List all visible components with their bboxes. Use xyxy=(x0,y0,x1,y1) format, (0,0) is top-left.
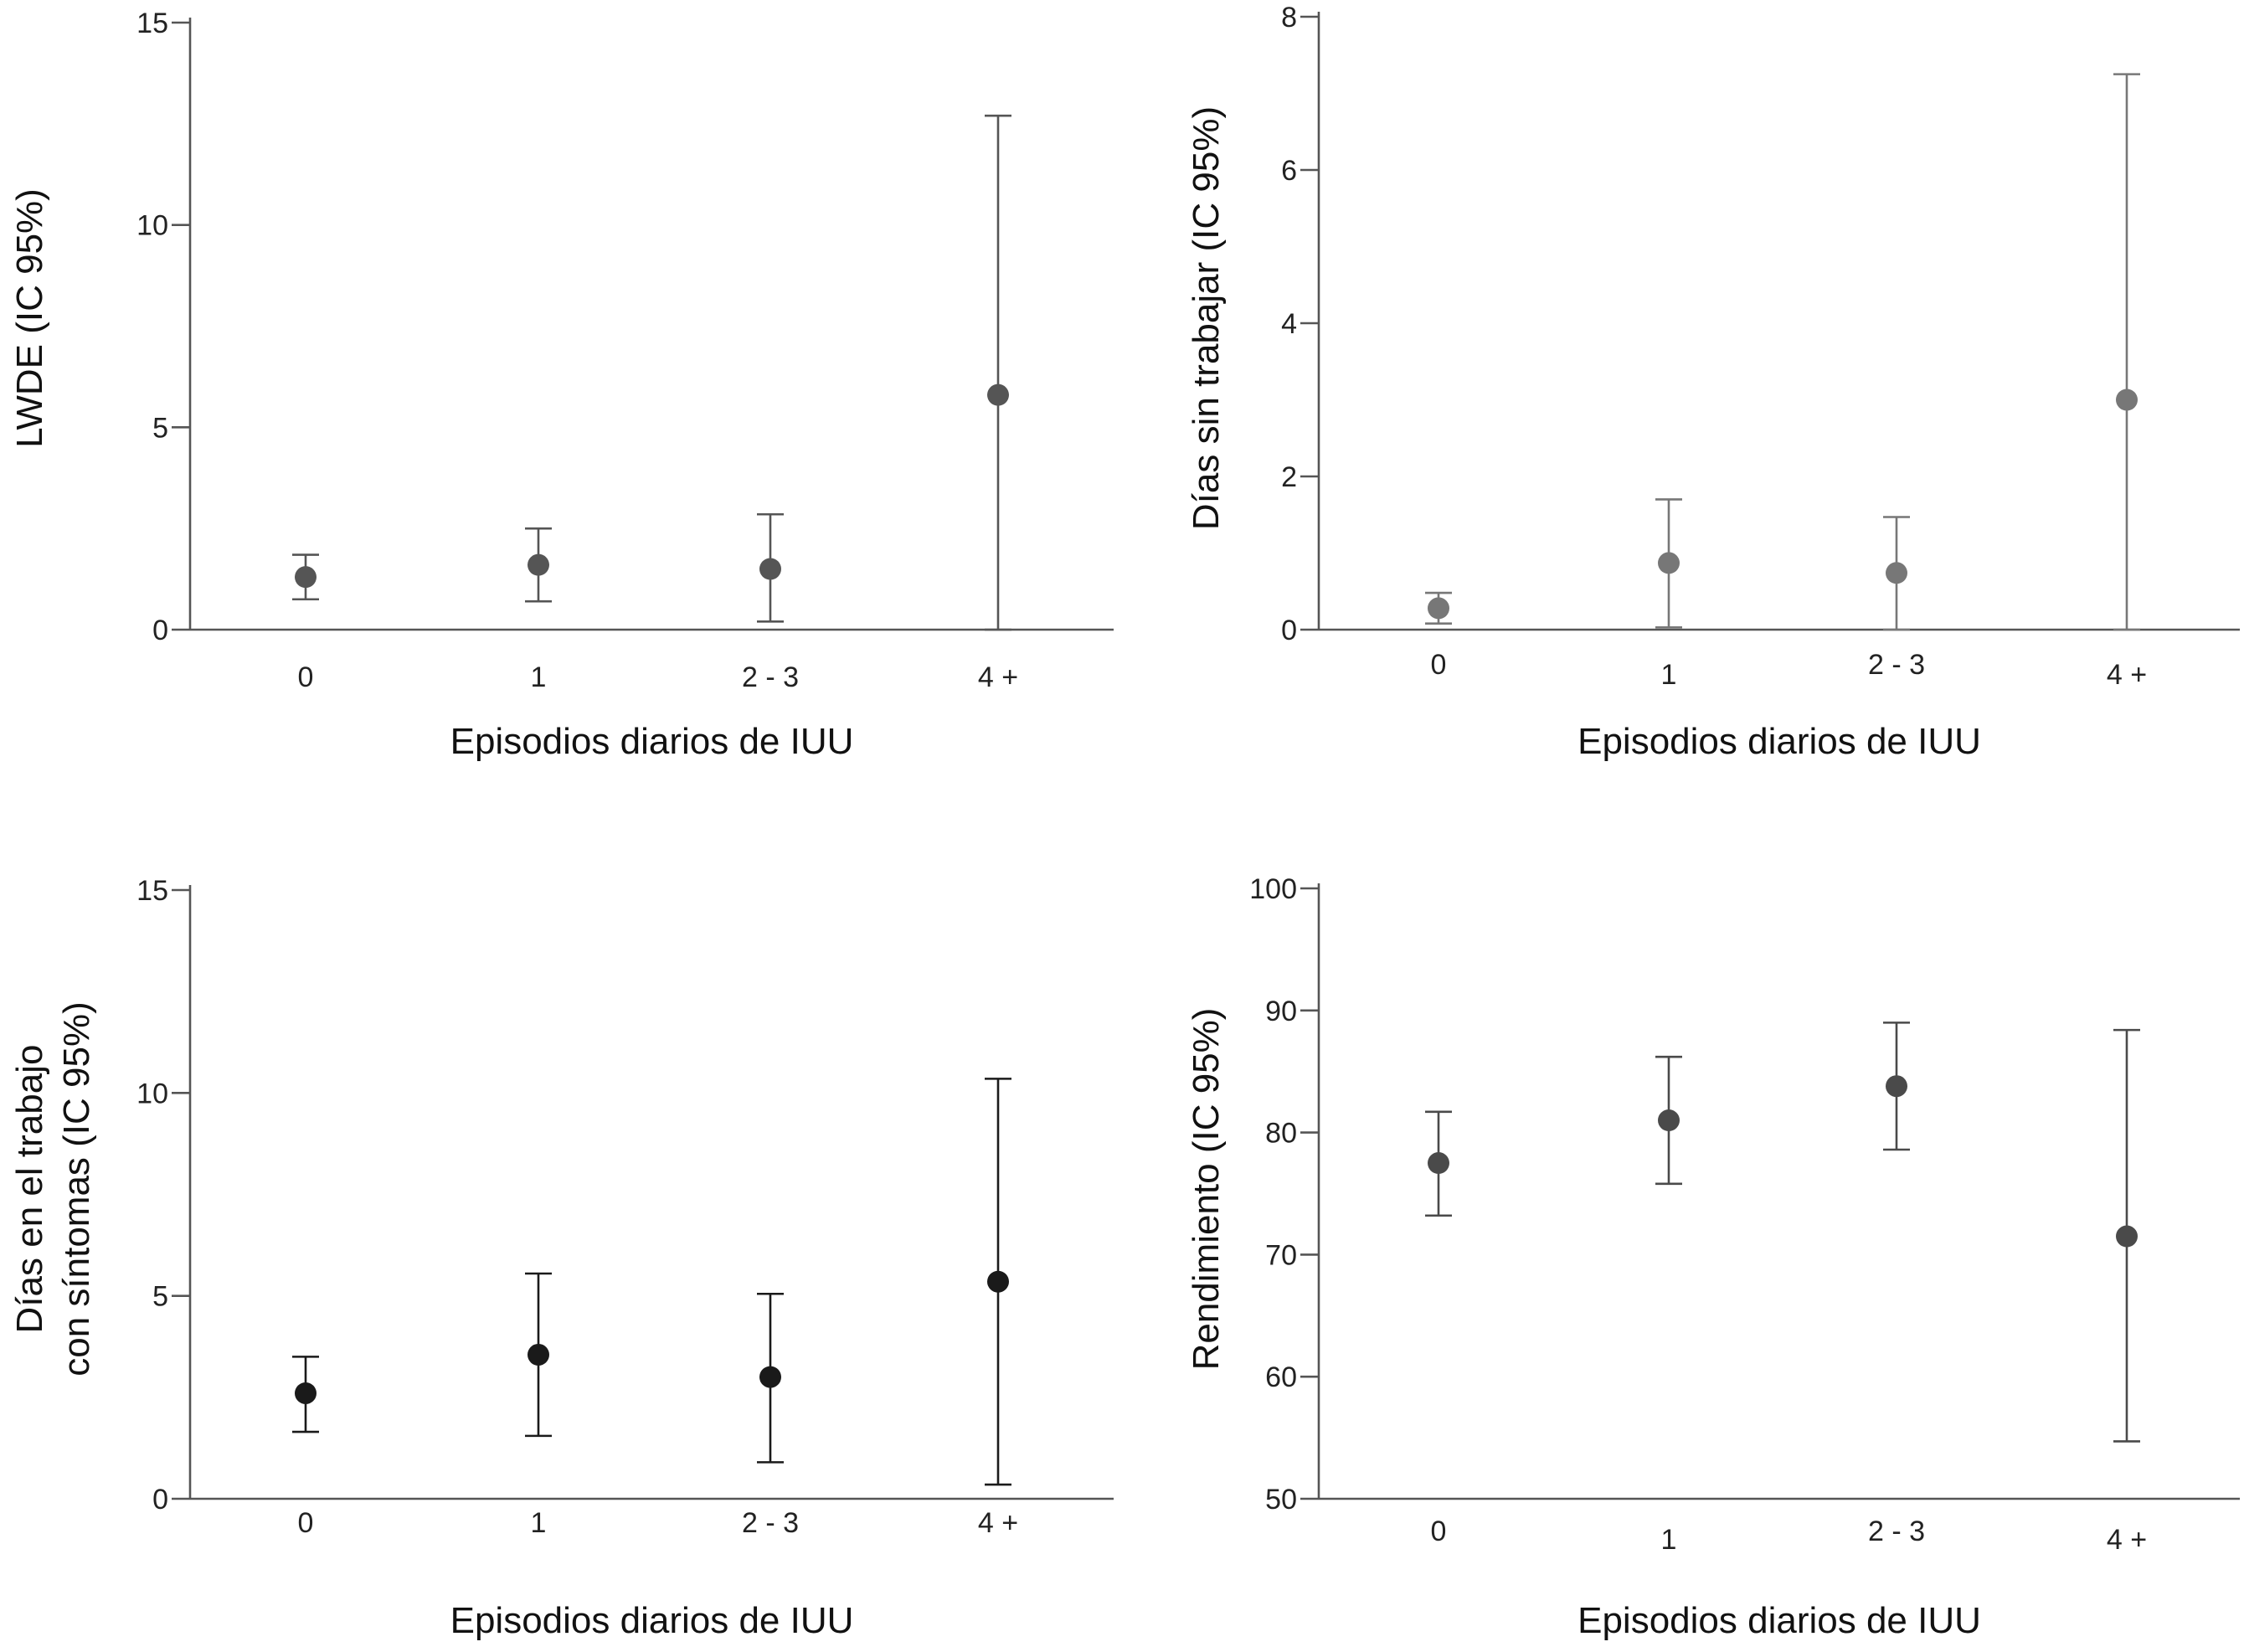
y-tick-label: 2 xyxy=(1281,461,1297,493)
y-tick-label: 100 xyxy=(1249,873,1297,905)
y-tick-label: 70 xyxy=(1265,1239,1297,1271)
x-tick-label: 4 + xyxy=(2107,1524,2147,1556)
y-tick-label: 10 xyxy=(136,1078,168,1109)
y-tick-label: 5 xyxy=(152,1281,168,1313)
y-tick-label: 4 xyxy=(1281,308,1297,340)
data-point xyxy=(528,1343,549,1366)
x-tick-label: 4 + xyxy=(978,1507,1018,1539)
y-axis-title: LWDE (IC 95%) xyxy=(9,188,50,448)
x-tick-label: 2 - 3 xyxy=(742,1507,799,1539)
y-tick-label: 15 xyxy=(136,8,168,39)
y-tick-label: 0 xyxy=(1281,615,1297,646)
data-point xyxy=(987,1270,1009,1293)
y-tick-label: 6 xyxy=(1281,155,1297,187)
x-tick-label: 1 xyxy=(1661,659,1677,691)
y-axis-title: Días en el trabajo xyxy=(9,1045,50,1334)
y-tick-label: 15 xyxy=(136,875,168,907)
y-tick-label: 5 xyxy=(152,412,168,444)
y-tick-label: 60 xyxy=(1265,1361,1297,1393)
x-tick-label: 1 xyxy=(531,1507,547,1539)
data-point xyxy=(1428,597,1449,620)
chart-panel-2: 0 2 4 6 8 0 1 2 - 3 4 + Episodios diarios de IUU D… xyxy=(1186,2,2240,762)
data-point xyxy=(987,383,1009,406)
x-tick-label: 1 xyxy=(531,661,547,693)
chart-panel-3: 0 5 10 15 0 1 2 - 3 4 + Episodios diarios de IUU… xyxy=(9,875,1114,1641)
y-tick-label: 10 xyxy=(136,210,168,242)
x-axis-title: Episodios diarios de IUU xyxy=(1577,721,1981,762)
y-tick-label: 0 xyxy=(152,1484,168,1516)
data-point xyxy=(1658,552,1680,574)
x-tick-label: 0 xyxy=(1431,649,1447,681)
chart-panel-1: 0 5 10 15 0 1 2 - 3 4 + Episodios diarios de IUU… xyxy=(9,8,1114,762)
data-point xyxy=(2116,389,2138,411)
data-point xyxy=(295,1382,317,1404)
data-point xyxy=(759,1366,781,1388)
x-tick-label: 0 xyxy=(298,1507,314,1539)
data-point xyxy=(1658,1109,1680,1132)
y-tick-label: 90 xyxy=(1265,996,1297,1027)
data-point xyxy=(1886,562,1907,584)
data-point xyxy=(1886,1075,1907,1098)
x-axis-title: Episodios diarios de IUU xyxy=(1577,1600,1981,1641)
data-point xyxy=(295,566,317,589)
y-tick-label: 0 xyxy=(152,615,168,646)
data-point xyxy=(759,558,781,580)
y-tick-label: 8 xyxy=(1281,2,1297,33)
x-tick-label: 4 + xyxy=(978,661,1018,693)
chart-panel-4: 50 60 70 80 90 100 0 1 2 - 3 4 + Episodios diarios… xyxy=(1186,873,2240,1641)
y-axis-title: Días sin trabajar (IC 95%) xyxy=(1186,106,1227,530)
x-tick-label: 2 - 3 xyxy=(1868,1516,1925,1547)
data-point xyxy=(1428,1152,1449,1175)
x-tick-label: 2 - 3 xyxy=(1868,649,1925,681)
y-axis-title: Rendimiento (IC 95%) xyxy=(1186,1008,1227,1371)
x-tick-label: 0 xyxy=(1431,1516,1447,1547)
y-tick-label: 50 xyxy=(1265,1484,1297,1516)
x-axis-title: Episodios diarios de IUU xyxy=(450,721,854,762)
data-point xyxy=(528,553,549,576)
x-tick-label: 2 - 3 xyxy=(742,661,799,693)
y-axis-title: con síntomas (IC 95%) xyxy=(56,1001,97,1377)
data-point xyxy=(2116,1225,2138,1248)
x-tick-label: 4 + xyxy=(2107,659,2147,691)
x-tick-label: 0 xyxy=(298,661,314,693)
y-tick-label: 80 xyxy=(1265,1118,1297,1150)
x-axis-title: Episodios diarios de IUU xyxy=(450,1600,854,1641)
x-tick-label: 1 xyxy=(1661,1524,1677,1556)
